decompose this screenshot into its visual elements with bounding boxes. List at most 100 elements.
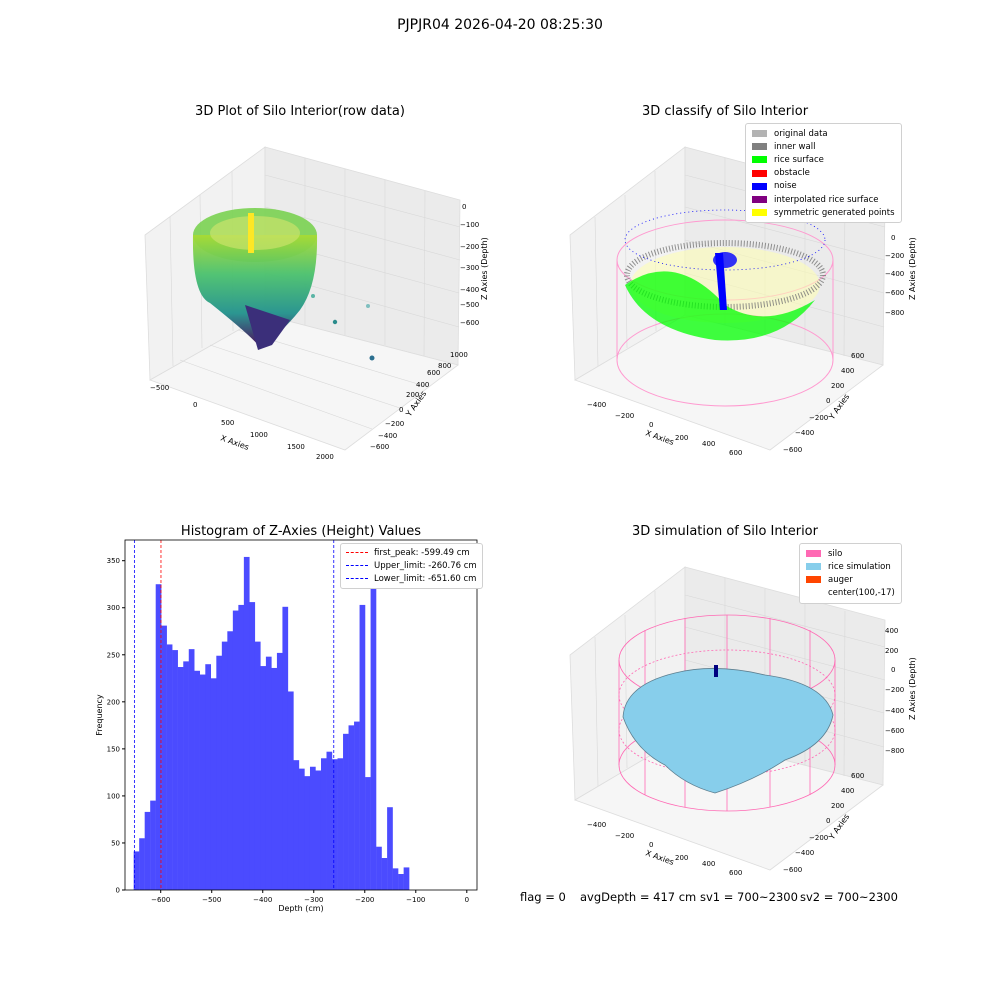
sim-xtick: −200 <box>615 832 634 840</box>
sim-ytick: 400 <box>841 787 854 795</box>
sim-xtick: 400 <box>702 860 715 868</box>
histogram-bar <box>238 604 245 890</box>
classify-legend: original data inner wall rice surface ob… <box>745 123 902 224</box>
legend-line <box>346 552 368 554</box>
sim-ytick: 600 <box>851 772 864 780</box>
histogram-bar <box>343 733 349 890</box>
legend-swatch <box>752 182 767 190</box>
classify-ytick: 600 <box>851 352 864 360</box>
sim-ztick: 0 <box>891 666 895 674</box>
histogram-chart[interactable]: −600 −500 −400 −300 −200 −100 0 0 50 100 150 200 25… <box>80 530 490 920</box>
avg-depth-text: avgDepth = 417 cm <box>580 890 697 904</box>
histogram-bars <box>133 556 410 890</box>
histogram-bar <box>309 766 316 890</box>
figure-title: PJPJR04 2026-04-20 08:25:30 <box>397 17 603 33</box>
sim-ytick: −400 <box>795 849 814 857</box>
sim-ytick: 200 <box>831 802 844 810</box>
legend-entry: noise <box>752 180 895 193</box>
classify-xtick: 200 <box>675 434 688 442</box>
raw-3d-plot[interactable]: −500 0 500 1000 1500 2000 −600 −400 −200… <box>140 135 500 465</box>
flag-text: flag = 0 <box>520 890 566 904</box>
y-tick-label: 250 <box>107 651 120 659</box>
histogram-bar <box>243 556 250 890</box>
histogram-bar <box>381 858 388 890</box>
simulation-legend: silo rice simulation auger center(100,-1… <box>799 543 902 604</box>
classify-plot-title: 3D classify of Silo Interior <box>641 104 809 119</box>
histogram-bar <box>365 777 371 890</box>
raw-xtick: 1500 <box>287 443 305 451</box>
raw-ytick: 1000 <box>450 351 468 359</box>
sim-ztick: 200 <box>885 647 898 655</box>
histogram-bar <box>139 838 145 890</box>
sim-ztick: 400 <box>885 627 898 635</box>
histogram-bar <box>183 661 189 890</box>
histogram-bar <box>210 678 217 890</box>
sim-ytick: −200 <box>809 834 828 842</box>
histogram-bar <box>205 664 212 890</box>
classify-ztick: −600 <box>885 289 904 297</box>
raw-ztick: −100 <box>460 221 479 229</box>
histogram-bar <box>265 656 272 890</box>
y-tick-label: 200 <box>107 698 120 706</box>
sim-xtick: −400 <box>587 821 606 829</box>
legend-entry: Lower_limit: -651.60 cm <box>346 572 477 585</box>
raw-ytick: −200 <box>385 420 404 428</box>
histogram-bar <box>293 760 300 890</box>
x-tick-label: −400 <box>253 896 272 904</box>
sv2-text: sv2 = 700~2300 <box>800 890 898 904</box>
classify-ztick: −800 <box>885 309 904 317</box>
histogram-bar <box>276 652 283 890</box>
histogram-legend: first_peak: -599.49 cm Upper_limit: -260… <box>340 543 483 589</box>
x-tick-label: −600 <box>151 896 170 904</box>
histogram-bar <box>282 606 289 890</box>
histogram-bar <box>172 650 178 890</box>
raw-point-cloud <box>192 208 375 361</box>
sim-zlabel: Z Axies (Depth) <box>908 657 917 720</box>
histogram-bar <box>166 644 173 890</box>
sim-ztick: −200 <box>885 686 904 694</box>
histogram-bar <box>392 868 399 890</box>
simulation-plot-title: 3D simulation of Silo Interior <box>632 524 818 539</box>
histogram-bar <box>194 670 200 890</box>
histogram-xlabel: Depth (cm) <box>278 904 323 913</box>
raw-ytick: 800 <box>438 362 451 370</box>
raw-ytick: 400 <box>416 381 429 389</box>
raw-ztick: −400 <box>460 286 479 294</box>
histogram-bar <box>337 758 344 890</box>
legend-entry: center(100,-17) <box>806 587 895 600</box>
legend-line <box>346 565 368 567</box>
x-tick-label: 0 <box>465 896 469 904</box>
y-tick-label: 0 <box>116 887 120 895</box>
classify-xtick: 600 <box>729 449 742 457</box>
legend-entry: obstacle <box>752 167 895 180</box>
classify-ztick: 0 <box>891 234 895 242</box>
raw-xtick: 0 <box>193 401 197 409</box>
legend-entry: rice simulation <box>806 560 895 573</box>
histogram-bar <box>315 770 322 890</box>
sim-ytick: −600 <box>783 866 802 874</box>
legend-entry: silo <box>806 547 895 560</box>
classify-xtick: 0 <box>649 421 653 429</box>
histogram-bar <box>177 667 184 890</box>
legend-swatch <box>752 130 767 138</box>
histogram-bar <box>199 674 206 890</box>
y-tick-label: 50 <box>111 839 120 847</box>
histogram-bar <box>188 649 195 890</box>
legend-swatch <box>752 143 767 151</box>
legend-swatch <box>806 563 821 571</box>
histogram-bar <box>227 631 234 890</box>
legend-entry: first_peak: -599.49 cm <box>346 546 477 559</box>
classify-ytick: −200 <box>809 414 828 422</box>
simulation-3d-plot[interactable]: −400 −200 0 200 400 600 −600 −400 −200 0… <box>565 555 925 885</box>
x-tick-label: −200 <box>355 896 374 904</box>
histogram-bar <box>249 602 256 890</box>
legend-entry: auger <box>806 573 895 586</box>
raw-ytick: −600 <box>370 443 389 451</box>
raw-ztick: −200 <box>460 243 479 251</box>
classify-xtick: −200 <box>615 412 634 420</box>
legend-entry: original data <box>752 127 895 140</box>
histogram-bar <box>320 758 327 890</box>
histogram-bar <box>387 807 393 890</box>
histogram-title: Histogram of Z-Axies (Height) Values <box>180 524 422 539</box>
histogram-bar <box>370 574 377 890</box>
